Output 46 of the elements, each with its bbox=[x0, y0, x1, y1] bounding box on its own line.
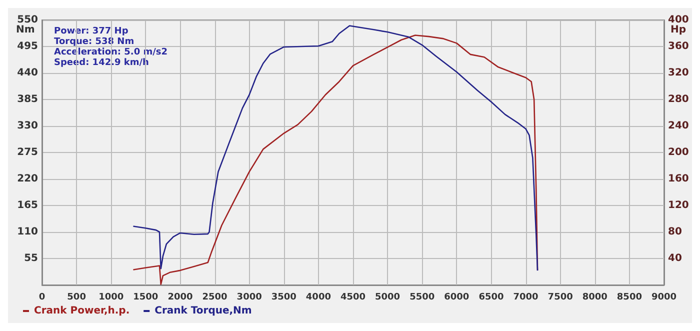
x-tick-label: 7000 bbox=[513, 292, 538, 302]
y2-tick-label: 120 bbox=[668, 200, 689, 211]
annotation: Power: 377 Hp bbox=[54, 26, 129, 36]
annotation: Acceleration: 5.0 m/s2 bbox=[54, 48, 168, 58]
x-tick-label: 2500 bbox=[202, 292, 228, 302]
x-tick-label: 5500 bbox=[410, 292, 435, 302]
x-tick-label: 7500 bbox=[548, 292, 573, 302]
x-tick-label: 6000 bbox=[444, 292, 470, 302]
y2-tick-label: 240 bbox=[668, 120, 689, 132]
x-tick-label: 3000 bbox=[236, 292, 262, 302]
y2-tick-label: 320 bbox=[668, 68, 689, 78]
x-tick-label: 1500 bbox=[133, 292, 158, 302]
y-tick-label: 110 bbox=[17, 226, 38, 238]
y-tick-label: 550 bbox=[17, 14, 38, 26]
y2-tick-label: 280 bbox=[668, 94, 689, 105]
x-tick-label: 4000 bbox=[306, 292, 331, 302]
x-tick-label: 0 bbox=[38, 292, 46, 302]
y2-tick-label: 80 bbox=[668, 226, 682, 238]
y2-tick-label: 360 bbox=[668, 41, 689, 52]
x-tick-label: 6500 bbox=[478, 292, 504, 302]
x-tick-label: 5000 bbox=[375, 292, 400, 302]
legend-label: Crank Power,h.p. bbox=[34, 306, 130, 316]
x-tick-label: 8000 bbox=[582, 292, 608, 302]
x-tick-label: 4500 bbox=[340, 292, 366, 302]
x-tick-label: 500 bbox=[67, 292, 86, 302]
y-tick-label: 385 bbox=[17, 94, 38, 105]
y-axis-title: Nm bbox=[16, 24, 35, 36]
y-tick-label: 440 bbox=[17, 68, 38, 78]
x-tick-label: 8500 bbox=[616, 292, 642, 302]
y2-axis-title: Hp bbox=[670, 24, 686, 36]
y2-tick-label: 160 bbox=[668, 174, 689, 184]
y-tick-label: 55 bbox=[24, 253, 38, 264]
y2-tick-label: 40 bbox=[668, 253, 682, 264]
y-tick-label: 275 bbox=[17, 147, 38, 158]
annotation: Speed: 142.9 km/h bbox=[54, 58, 149, 68]
y-tick-label: 330 bbox=[17, 120, 38, 132]
x-tick-label: 1000 bbox=[98, 292, 124, 302]
legend-label: Crank Torque,Nm bbox=[154, 306, 252, 316]
x-tick-label: 9000 bbox=[651, 292, 677, 302]
y-tick-label: 495 bbox=[17, 41, 38, 52]
y2-tick-label: 400 bbox=[668, 14, 689, 26]
x-tick-label: 2000 bbox=[168, 292, 193, 302]
y-tick-label: 165 bbox=[17, 200, 38, 211]
y2-tick-label: 200 bbox=[668, 147, 689, 158]
x-tick-label: 3500 bbox=[271, 292, 296, 302]
y-tick-label: 220 bbox=[17, 174, 38, 184]
